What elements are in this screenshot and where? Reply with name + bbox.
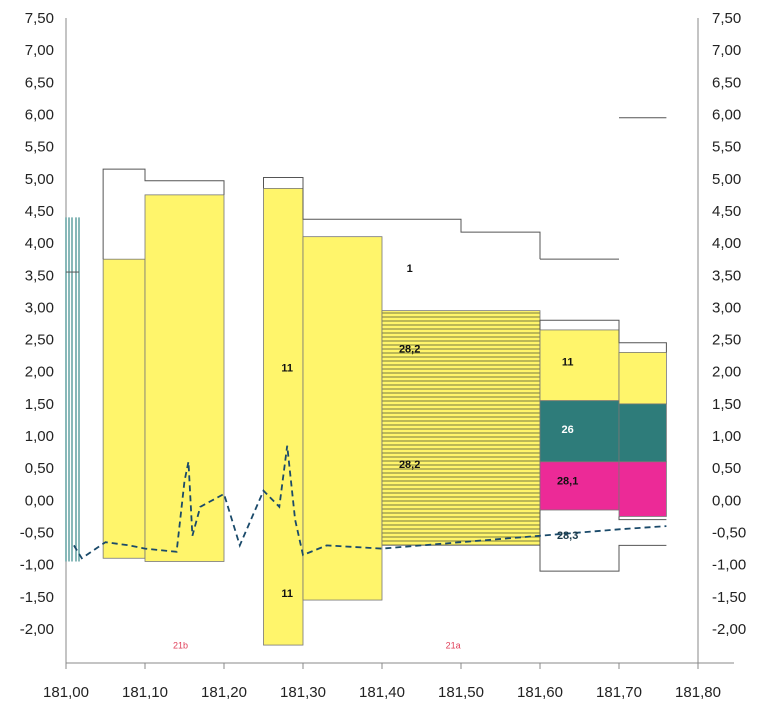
y-tick-label-right: 2,50 <box>712 332 741 349</box>
y-tick-label-left: 7,00 <box>25 42 54 59</box>
plot-area: 7,50 7,50 7,00 7,00 6,50 6,50 6,00 6,00 5,50 5,50… <box>20 10 746 701</box>
region-label: 11 <box>281 363 293 375</box>
y-tick-label-right: -1,00 <box>712 557 746 574</box>
outline-7 <box>618 516 667 521</box>
yellow-block-6 <box>618 352 667 405</box>
x-tick-label: 181,80 <box>675 684 721 701</box>
yellow-block-5 <box>539 329 620 402</box>
x-tick-label: 181,10 <box>122 684 168 701</box>
y-tick-label-right: -1,50 <box>712 589 746 606</box>
y-tick-label-left: 4,00 <box>25 235 54 252</box>
y-tick-label-left: -0,50 <box>20 525 54 542</box>
yellow-block-1 <box>102 258 146 559</box>
region-label: 11 <box>281 588 293 600</box>
x-tick-label: 181,30 <box>280 684 326 701</box>
stripe-block <box>381 310 541 546</box>
x-tick-label: 181,50 <box>438 684 484 701</box>
y-tick-label-left: 6,50 <box>25 74 54 91</box>
y-tick-label-left: 3,50 <box>25 267 54 284</box>
y-tick-label-left: -1,00 <box>20 557 54 574</box>
y-tick-label-left: 6,00 <box>25 106 54 123</box>
x-tick-label: 181,20 <box>201 684 247 701</box>
y-tick-label-right: 7,00 <box>712 42 741 59</box>
outline-1 <box>102 168 225 260</box>
y-tick-label-right: -0,50 <box>712 525 746 542</box>
y-tick-label-right: 5,50 <box>712 139 741 156</box>
y-tick-label-left: 5,00 <box>25 171 54 188</box>
region-label: 28,2 <box>399 459 420 471</box>
y-tick-label-right: 1,50 <box>712 396 741 413</box>
dashed-profile-line <box>73 445 667 560</box>
y-tick-label-left: 1,00 <box>25 428 54 445</box>
region-label: 26 <box>562 424 574 436</box>
y-tick-label-left: -1,50 <box>20 589 54 606</box>
y-tick-label-left: -2,00 <box>20 621 54 638</box>
y-tick-label-right: -2,00 <box>712 621 746 638</box>
y-tick-label-right: 6,50 <box>712 74 741 91</box>
x-tick-label: 181,00 <box>43 684 89 701</box>
yellow-block-4 <box>302 236 383 601</box>
region-label: 28,3 <box>557 530 578 542</box>
y-tick-label-right: 1,00 <box>712 428 741 445</box>
outline-3 <box>539 319 667 353</box>
y-tick-label-left: 7,50 <box>25 10 54 27</box>
y-tick-label-right: 0,00 <box>712 492 741 509</box>
magenta-block-2 <box>618 461 667 517</box>
y-tick-label-right: 4,00 <box>712 235 741 252</box>
y-tick-label-right: 7,50 <box>712 10 741 27</box>
y-tick-label-left: 0,00 <box>25 492 54 509</box>
y-tick-label-right: 0,50 <box>712 460 741 477</box>
region-label: 1 <box>407 263 413 275</box>
magenta-block-1 <box>539 461 620 511</box>
local-label: 21b <box>173 640 188 650</box>
teal-block-2 <box>618 403 667 463</box>
y-tick-label-left: 3,00 <box>25 299 54 316</box>
region-label: 28,2 <box>399 343 420 355</box>
y-tick-label-right: 4,50 <box>712 203 741 220</box>
y-tick-label-left: 4,50 <box>25 203 54 220</box>
yellow-block-2 <box>144 194 225 562</box>
local-label: 21a <box>446 640 461 650</box>
x-tick-label: 181,60 <box>517 684 563 701</box>
y-tick-label-left: 5,50 <box>25 139 54 156</box>
outline-2 <box>263 177 541 260</box>
y-tick-label-right: 2,00 <box>712 364 741 381</box>
outline-6 <box>539 510 667 572</box>
y-tick-label-right: 3,00 <box>712 299 741 316</box>
x-tick-label: 181,40 <box>359 684 405 701</box>
region-label: 28,1 <box>557 475 578 487</box>
y-tick-label-left: 0,50 <box>25 460 54 477</box>
y-tick-label-right: 5,00 <box>712 171 741 188</box>
y-tick-label-right: 3,50 <box>712 267 741 284</box>
y-tick-label-right: 6,00 <box>712 106 741 123</box>
x-tick-label: 181,70 <box>596 684 642 701</box>
yellow-block-3 <box>263 188 304 646</box>
y-tick-label-left: 2,50 <box>25 332 54 349</box>
y-tick-label-left: 1,50 <box>25 396 54 413</box>
teal-block-1 <box>539 400 620 463</box>
region-label: 11 <box>562 356 574 368</box>
y-tick-label-left: 2,00 <box>25 364 54 381</box>
